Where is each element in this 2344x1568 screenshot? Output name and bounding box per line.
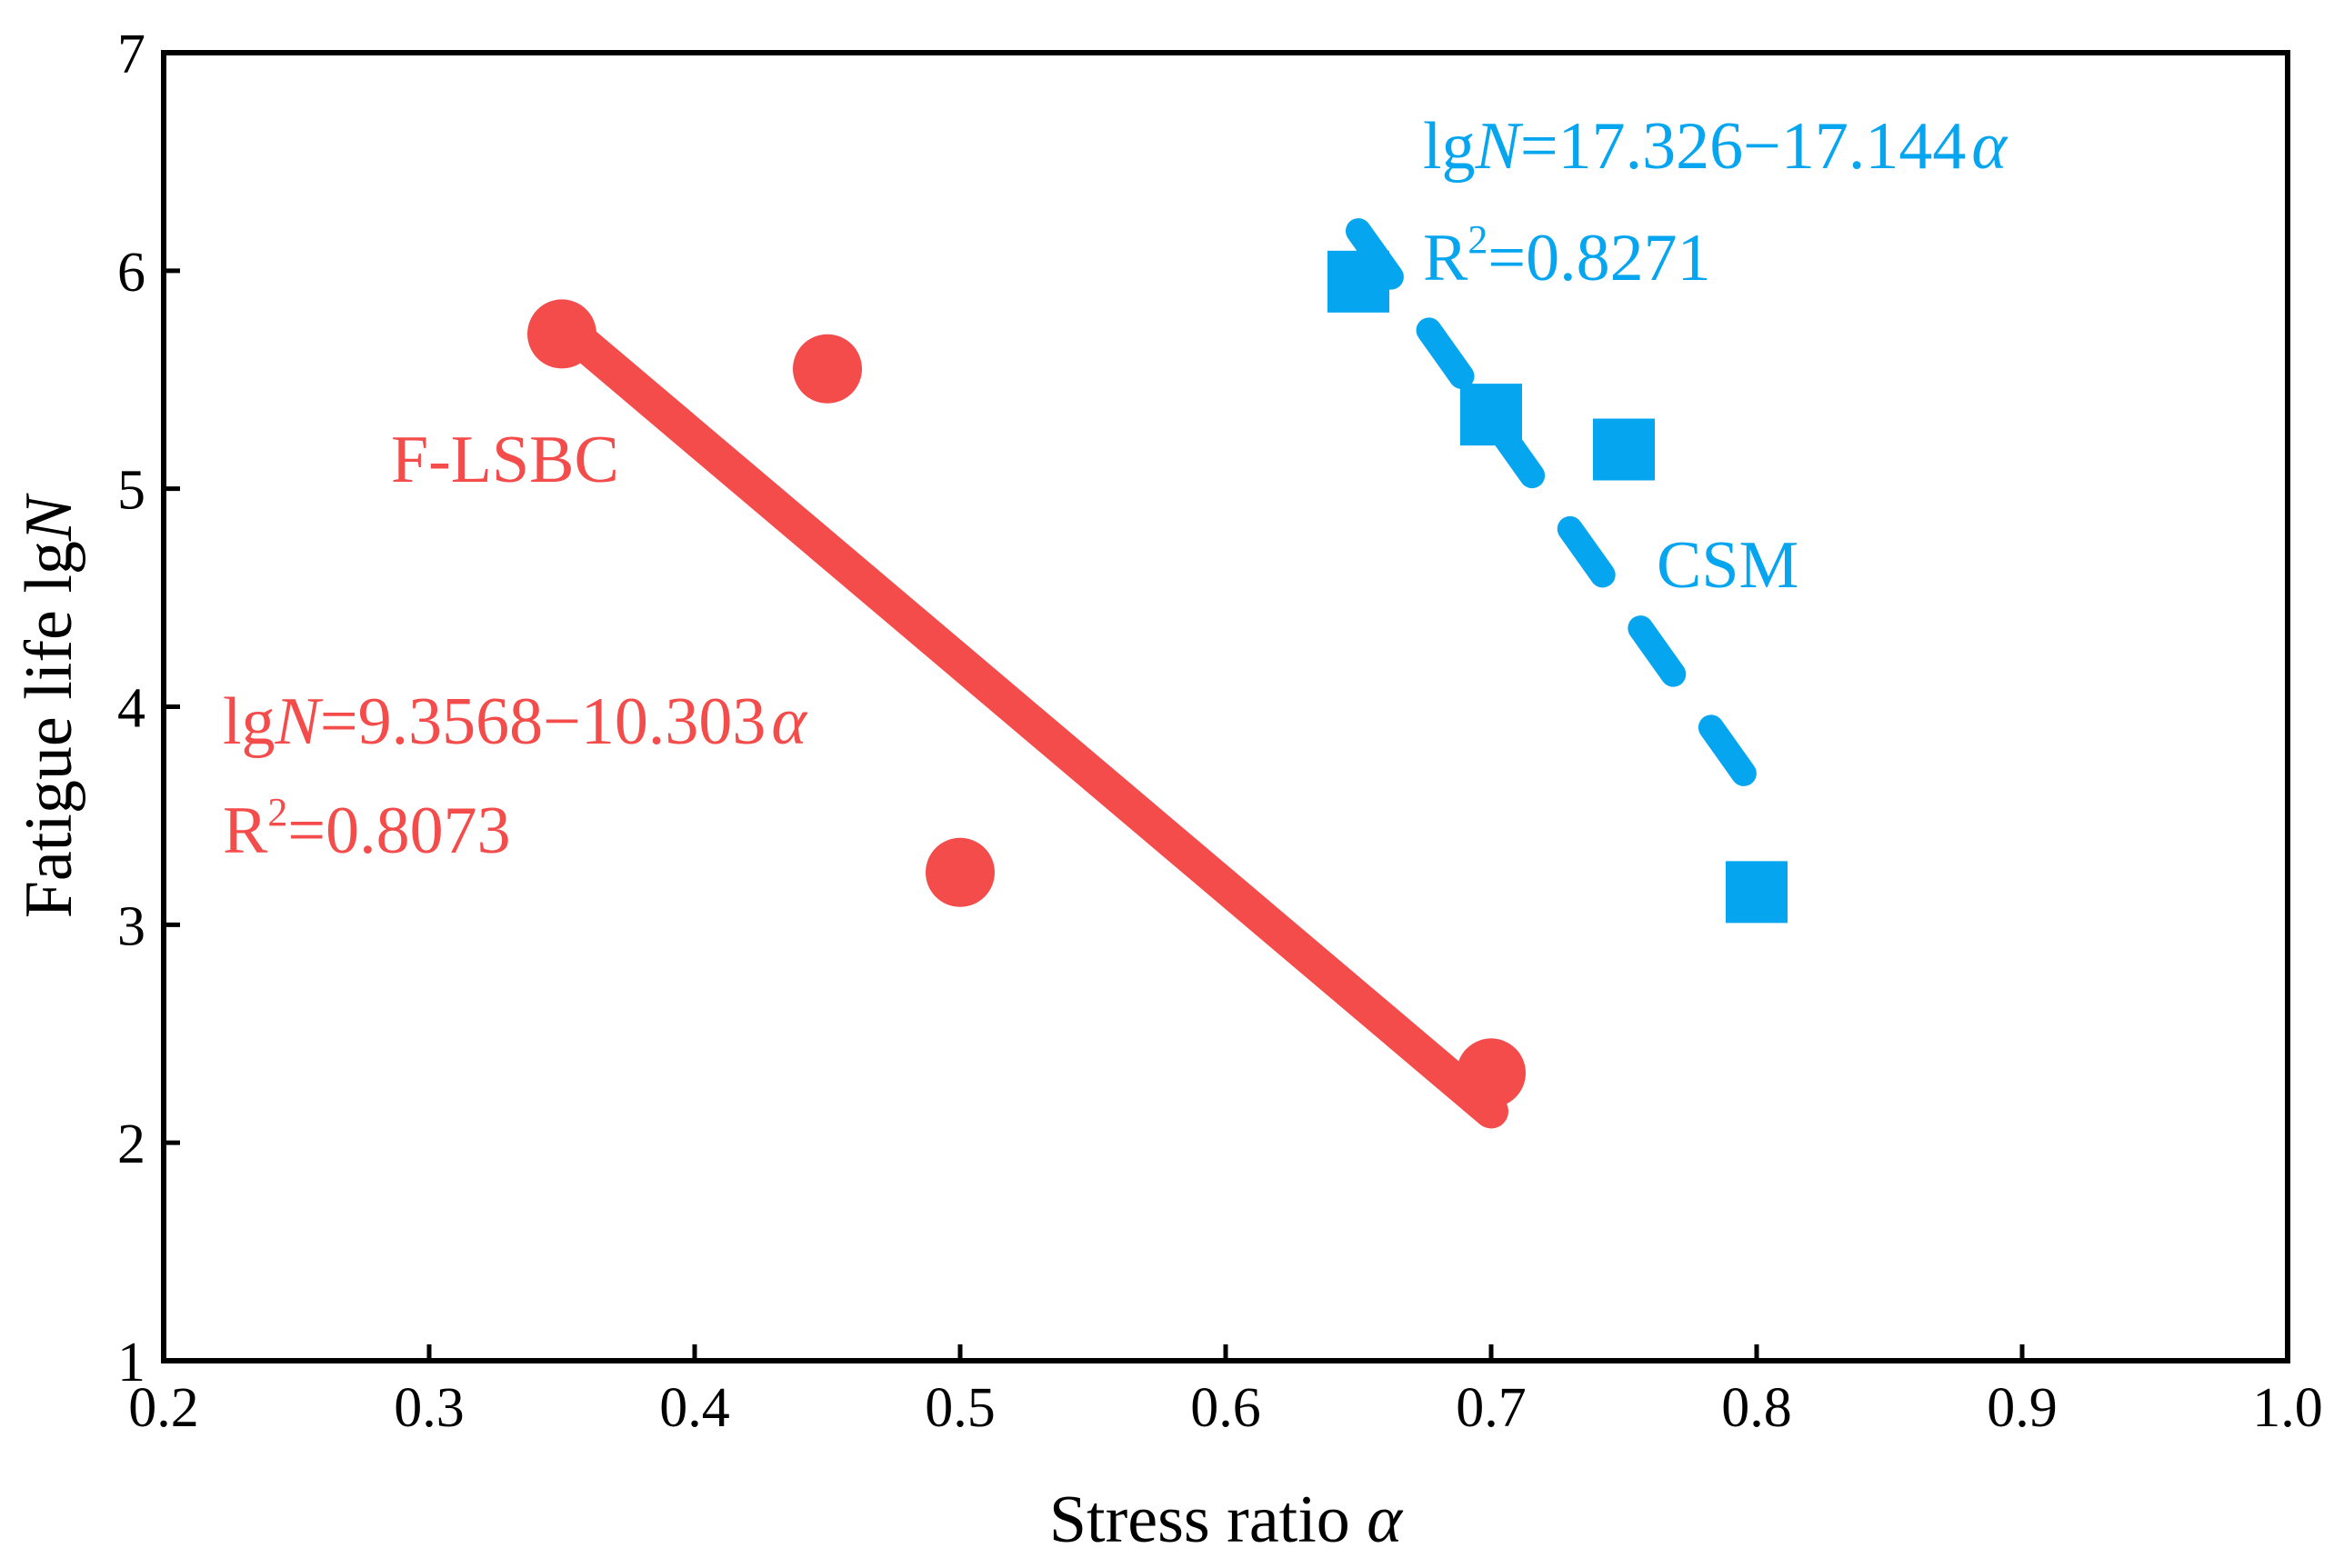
- x-tick-label: 1.0: [2252, 1377, 2323, 1439]
- flsbc-r2: R2=0.8073: [223, 790, 511, 868]
- x-tick-label: 0.6: [1190, 1377, 1261, 1439]
- x-tick-label: 0.5: [925, 1377, 996, 1439]
- y-tick-label: 1: [117, 1332, 145, 1393]
- y-tick-label: 7: [117, 24, 145, 85]
- csm-fit-equation: lgN=17.326−17.144α: [1423, 109, 2008, 184]
- x-tick-label: 0.4: [659, 1377, 730, 1439]
- y-axis-title: Fatigue life lgN: [12, 493, 86, 918]
- flsbc-data-point: [527, 299, 596, 369]
- flsbc-data-point: [793, 334, 862, 404]
- x-axis-title: Stress ratio α: [1049, 1483, 1404, 1557]
- y-tick-label: 3: [117, 895, 145, 957]
- axis-ticks: 0.2 0.3 0.4 0.5 0.6 0.7 0.8 0.9 1.0 1 2 3 4 5 6 7: [117, 24, 2323, 1439]
- x-tick-label: 0.7: [1456, 1377, 1527, 1439]
- series-label-csm: CSM: [1657, 528, 1798, 603]
- x-tick-label: 0.9: [1987, 1377, 2058, 1439]
- csm-data-point: [1726, 861, 1788, 924]
- csm-fit-line: [1346, 218, 1769, 804]
- x-tick-label: 0.8: [1721, 1377, 1792, 1439]
- fit-lines: [545, 218, 1769, 1129]
- y-tick-label: 6: [117, 242, 145, 304]
- flsbc-fit-line: [545, 307, 1508, 1129]
- csm-data-point: [1593, 418, 1655, 481]
- y-tick-label: 5: [117, 460, 145, 522]
- x-tick-label: 0.2: [128, 1377, 199, 1439]
- csm-r2: R2=0.8271: [1423, 217, 1711, 295]
- flsbc-fit-equation: lgN=9.3568−10.303α: [223, 684, 808, 759]
- flsbc-data-point: [1457, 1038, 1526, 1108]
- y-tick-label: 4: [117, 678, 145, 740]
- csm-data-point: [1460, 384, 1522, 446]
- csm-data-point: [1327, 250, 1389, 313]
- flsbc-data-point: [926, 837, 995, 907]
- y-tick-label: 2: [117, 1114, 145, 1175]
- data-markers: [527, 250, 1788, 1108]
- x-tick-label: 0.3: [394, 1377, 465, 1439]
- series-label-flsbc: F-LSBC: [391, 423, 619, 497]
